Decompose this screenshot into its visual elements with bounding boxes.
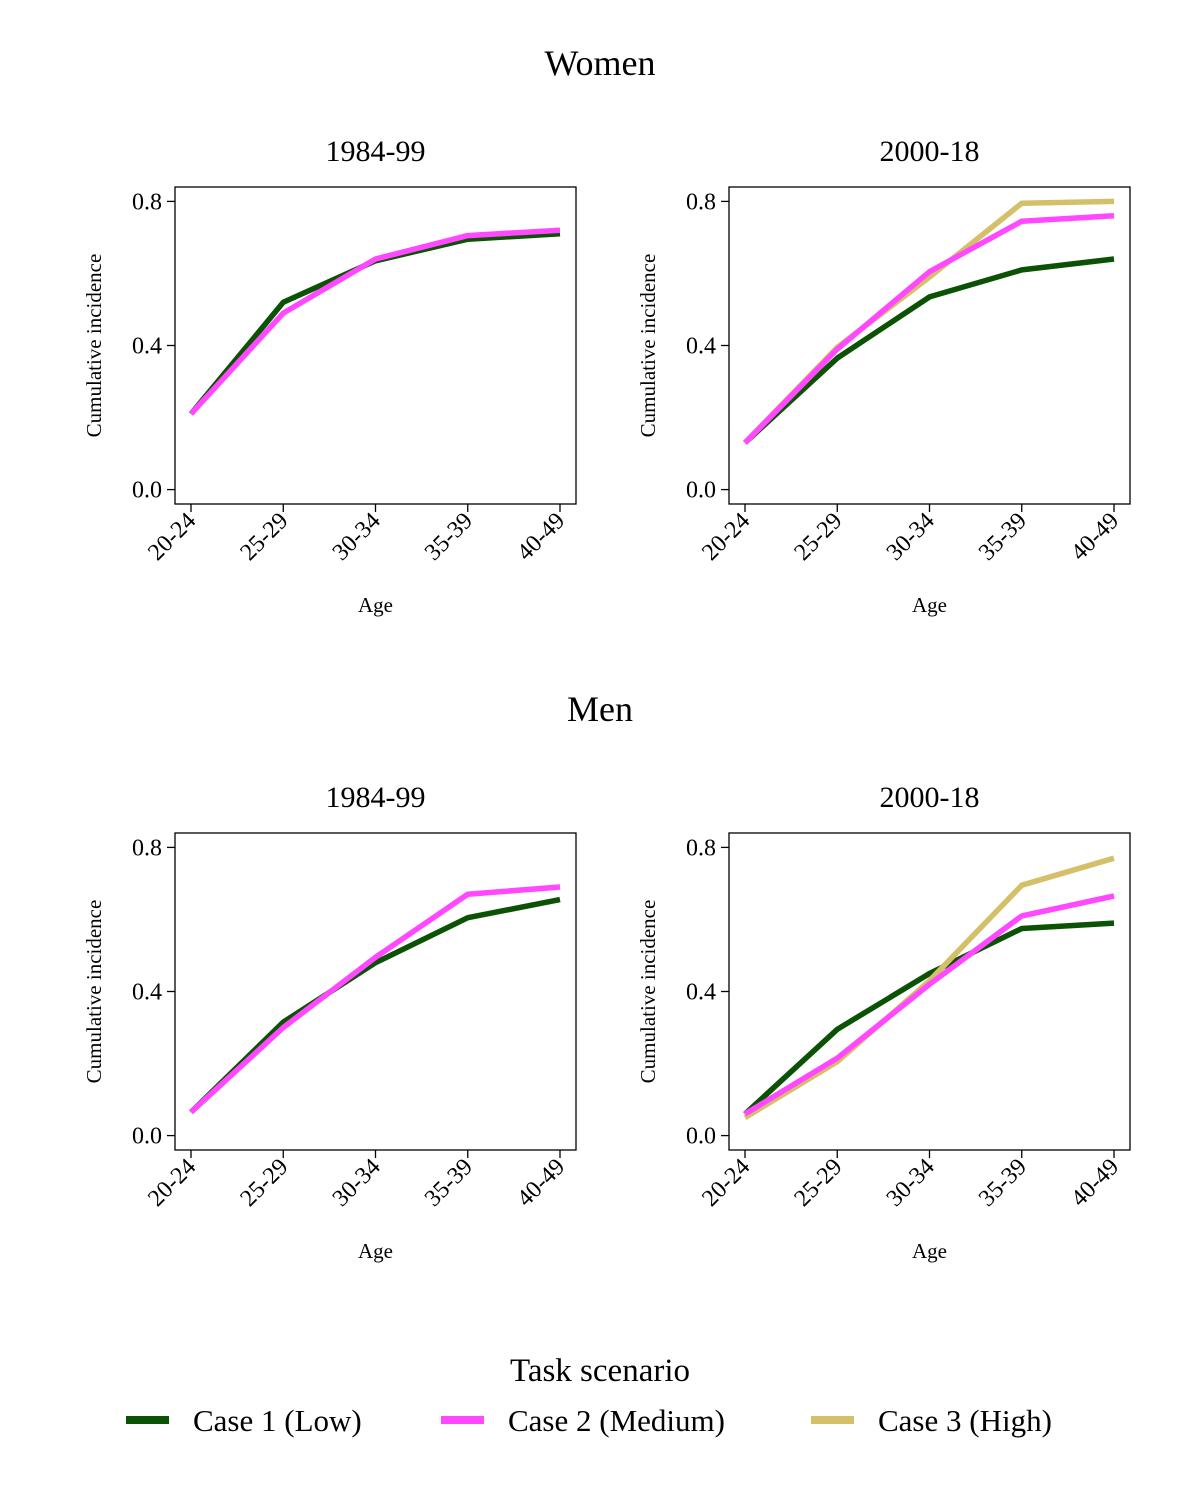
x-tick-label: 25-29 — [790, 1154, 848, 1212]
group-titles: Women Men — [544, 43, 655, 729]
y-tick-label: 0.8 — [686, 189, 716, 215]
y-tick-label: 0.0 — [132, 478, 162, 504]
x-tick-label: 25-29 — [236, 508, 294, 566]
y-tick-label: 0.4 — [132, 980, 162, 1006]
series-line-case2 — [743, 893, 1115, 1117]
x-axis-label: Age — [912, 593, 947, 617]
legend-label-case1: Case 1 (Low) — [193, 1403, 362, 1438]
men-group-title: Men — [567, 689, 633, 729]
panel-title: 1984-99 — [326, 781, 426, 814]
y-tick-label: 0.0 — [686, 1124, 716, 1150]
series-line-case1 — [189, 896, 561, 1115]
panel-title: 2000-18 — [880, 781, 980, 814]
panel-title: 2000-18 — [880, 135, 980, 168]
plot-frame — [174, 832, 577, 1151]
y-axis-label: Cumulative incidence — [82, 900, 106, 1084]
x-tick-label: 25-29 — [790, 508, 848, 566]
x-tick-label: 20-24 — [697, 508, 755, 566]
x-tick-label: 40-49 — [1066, 1154, 1124, 1212]
legend-label-case2: Case 2 (Medium) — [508, 1403, 725, 1438]
legend-title: Task scenario — [510, 1353, 690, 1389]
panel-men-2000-18: 2000-18 0.0 0.4 0.8 20-24 25-29 30-34 35-39 40-4… — [636, 781, 1131, 1263]
x-tick-label: 35-39 — [420, 1154, 478, 1212]
plot-frame — [728, 832, 1131, 1151]
plot-frame — [728, 186, 1131, 505]
series-line-case2 — [189, 884, 561, 1115]
x-tick-label: 30-34 — [328, 508, 386, 566]
x-axis-label: Age — [358, 593, 393, 617]
x-tick-label: 40-49 — [512, 1154, 570, 1212]
x-tick-label: 40-49 — [1066, 508, 1124, 566]
x-tick-label: 40-49 — [512, 508, 570, 566]
series-line-case1 — [743, 920, 1115, 1117]
y-axis-label: Cumulative incidence — [636, 254, 660, 438]
series-line-case1 — [743, 256, 1115, 445]
panel-title: 1984-99 — [326, 135, 426, 168]
legend-label-case3: Case 3 (High) — [878, 1403, 1052, 1438]
panel-women-1984-99: 1984-99 0.0 0.4 0.8 20-24 25-29 30-34 35-39 40-4… — [82, 135, 577, 617]
series-line-case3 — [743, 855, 1115, 1120]
x-tick-label: 35-39 — [974, 508, 1032, 566]
x-tick-label: 20-24 — [143, 1154, 201, 1212]
x-tick-label: 35-39 — [420, 508, 478, 566]
y-axis-label: Cumulative incidence — [82, 254, 106, 438]
x-tick-label: 25-29 — [236, 1154, 294, 1212]
y-axis-label: Cumulative incidence — [636, 900, 660, 1084]
panel-women-2000-18: 2000-18 0.0 0.4 0.8 20-24 25-29 30-34 35-39 40-4… — [636, 135, 1131, 617]
x-tick-label: 30-34 — [882, 508, 940, 566]
y-tick-label: 0.4 — [686, 980, 716, 1006]
y-tick-label: 0.0 — [132, 1124, 162, 1150]
x-tick-label: 30-34 — [328, 1154, 386, 1212]
women-group-title: Women — [544, 43, 655, 83]
x-tick-label: 20-24 — [697, 1154, 755, 1212]
x-tick-label: 30-34 — [882, 1154, 940, 1212]
y-tick-label: 0.4 — [686, 334, 716, 360]
y-tick-label: 0.8 — [686, 835, 716, 861]
x-tick-label: 35-39 — [974, 1154, 1032, 1212]
y-tick-label: 0.4 — [132, 334, 162, 360]
y-tick-label: 0.8 — [132, 835, 162, 861]
series-line-case3 — [743, 198, 1115, 445]
x-axis-label: Age — [912, 1239, 947, 1263]
panel-men-1984-99: 1984-99 0.0 0.4 0.8 20-24 25-29 30-34 35-39 40-4… — [82, 781, 577, 1263]
series-line-case2 — [188, 227, 561, 416]
x-axis-label: Age — [358, 1239, 393, 1263]
y-tick-label: 0.8 — [132, 189, 162, 215]
legend: Task scenario Case 1 (Low) Case 2 (Medium)… — [126, 1353, 1052, 1438]
series-line-case2 — [743, 213, 1115, 445]
x-tick-label: 20-24 — [143, 508, 201, 566]
y-tick-label: 0.0 — [686, 478, 716, 504]
